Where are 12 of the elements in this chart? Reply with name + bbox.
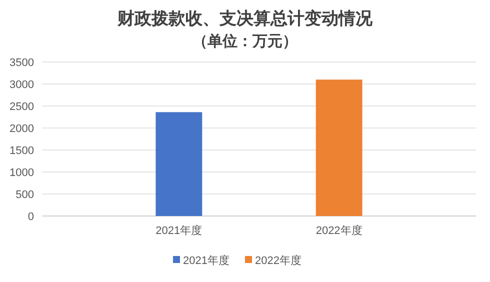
y-tick-label: 3500 [10,56,34,69]
chart-subtitle: （单位：万元） [192,32,298,50]
chart-title: 财政拨款收、支决算总计变动情况 [116,9,374,29]
y-tick-label: 500 [16,188,34,201]
y-tick-label: 3000 [10,78,34,91]
legend-label: 2021年度 [183,254,230,267]
y-tick-label: 1500 [10,144,34,157]
legend-label: 2022年度 [255,254,302,267]
y-tick-label: 2000 [10,122,34,135]
y-tick-label: 0 [28,210,34,223]
y-tick-label: 2500 [10,100,34,113]
y-tick-label: 1000 [10,166,34,179]
